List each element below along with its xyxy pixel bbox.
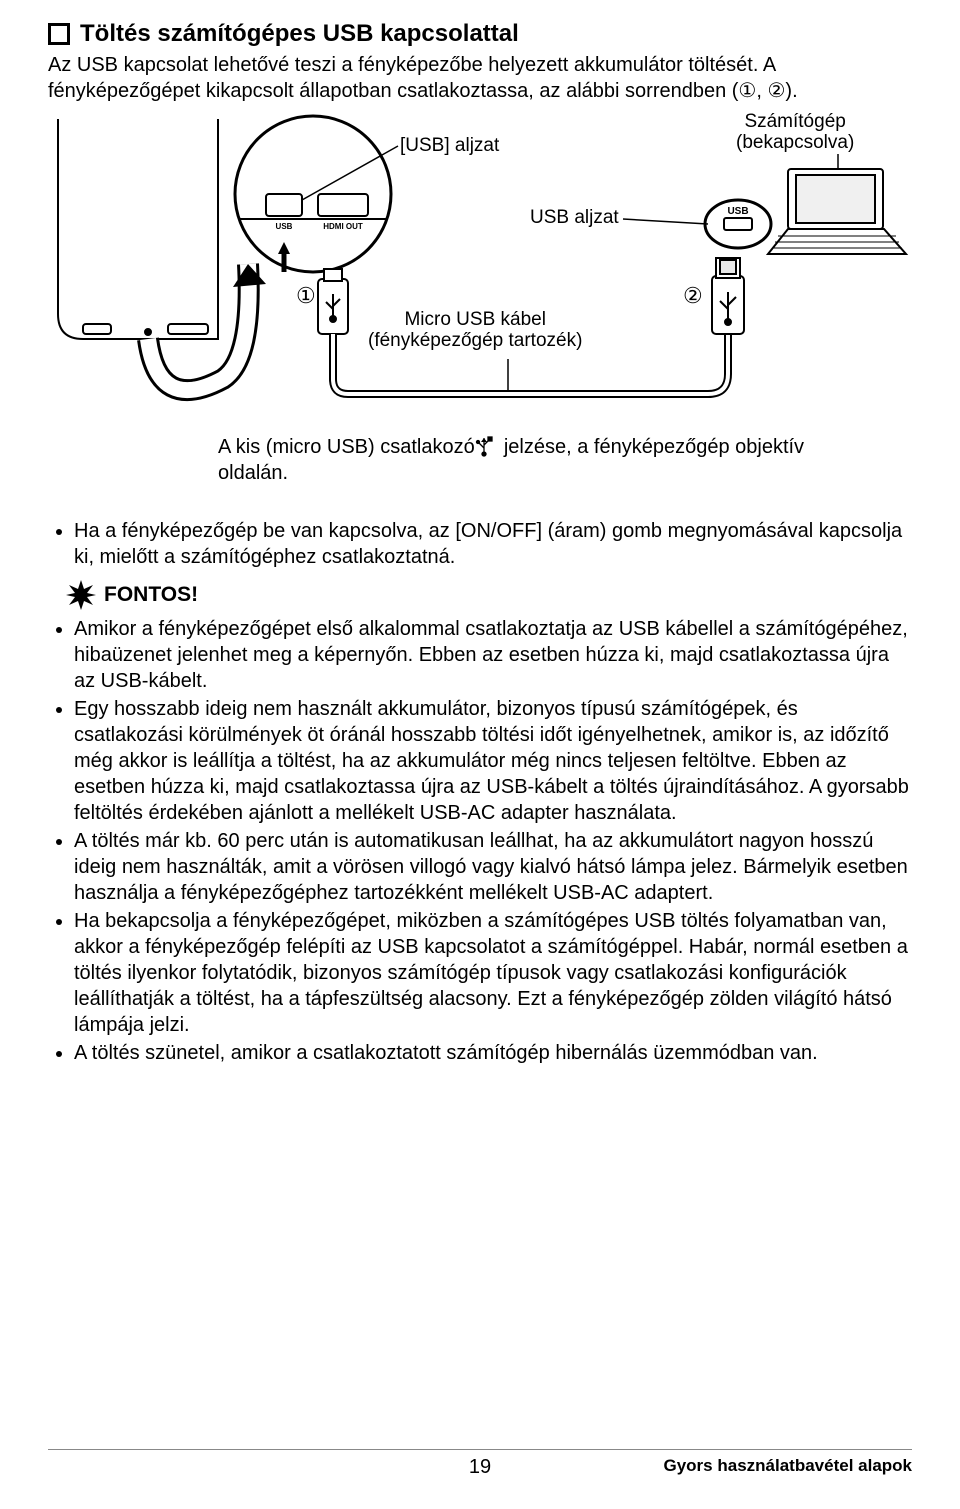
list-item: Ha bekapcsolja a fényképezőgépet, miközb…	[74, 908, 912, 1038]
cable-label: Micro USB kábel (fényképezőgép tartozék)	[368, 310, 582, 352]
usb-socket-label: USB aljzat	[530, 208, 619, 229]
burst-icon	[66, 580, 96, 610]
connection-diagram: USB HDMI OUT	[48, 114, 912, 504]
step-2-marker: ②	[683, 284, 703, 308]
diagram-caption: A kis (micro USB) csatlakozó jelzése, a …	[218, 434, 838, 486]
computer-label: Számítógép (bekapcsolva)	[736, 112, 854, 154]
usb-bracket-label: [USB] aljzat	[400, 136, 499, 157]
step-1-marker: ①	[296, 284, 316, 308]
important-list: Amikor a fényképezőgépet első alkalommal…	[48, 616, 912, 1066]
title-bullet-icon	[48, 23, 70, 45]
list-item: A töltés már kb. 60 perc után is automat…	[74, 828, 912, 906]
page-footer: 19 Gyors használatbavétel alapok	[48, 1449, 912, 1476]
pre-note-list: Ha a fényképezőgép be van kapcsolva, az …	[48, 518, 912, 570]
port-label-hdmi: HDMI OUT	[323, 222, 363, 231]
computer-label-line2: (bekapcsolva)	[736, 132, 854, 153]
caption-part1: A kis (micro USB) csatlakozó	[218, 436, 480, 458]
important-label: FONTOS!	[104, 583, 198, 607]
section-title: Töltés számítógépes USB kapcsolattal	[48, 20, 912, 48]
cable-label-line2: (fényképezőgép tartozék)	[368, 330, 582, 351]
usb-port-small-label: USB	[727, 206, 748, 217]
computer-label-line1: Számítógép	[744, 111, 845, 132]
list-item: A töltés szünetel, amikor a csatlakoztat…	[74, 1040, 912, 1066]
intro-paragraph: Az USB kapcsolat lehetővé teszi a fényké…	[48, 52, 912, 104]
cable-label-line1: Micro USB kábel	[404, 309, 546, 330]
port-label-usb: USB	[276, 222, 293, 231]
list-item: Amikor a fényképezőgépet első alkalommal…	[74, 616, 912, 694]
page-number: 19	[469, 1456, 491, 1479]
footer-section-name: Gyors használatbavétel alapok	[664, 1456, 913, 1476]
important-heading: FONTOS!	[66, 580, 912, 610]
list-item: Egy hosszabb ideig nem használt akkumulá…	[74, 696, 912, 826]
pre-note-item: Ha a fényképezőgép be van kapcsolva, az …	[74, 518, 912, 570]
title-text: Töltés számítógépes USB kapcsolattal	[80, 20, 519, 48]
